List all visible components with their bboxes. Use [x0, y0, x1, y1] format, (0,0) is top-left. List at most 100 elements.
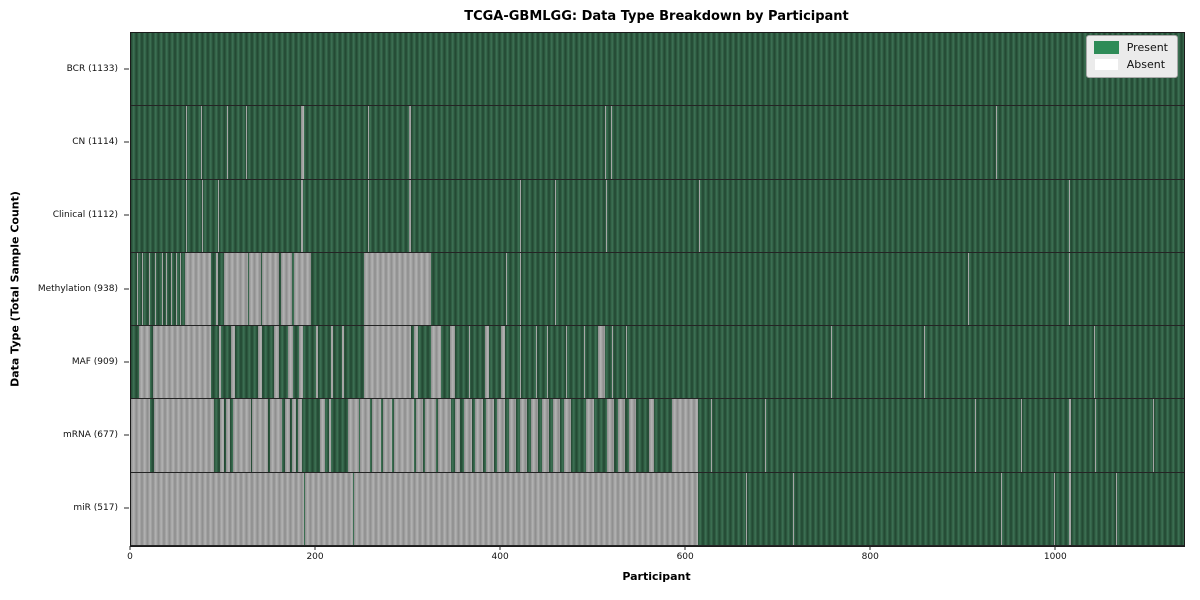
- absent-segment: [280, 252, 292, 326]
- absent-segment: [565, 326, 567, 399]
- legend-swatch-present: [1093, 41, 1119, 54]
- absent-segment: [230, 326, 235, 399]
- absent-segment: [606, 399, 614, 472]
- absent-segment: [301, 179, 304, 252]
- absent-segment: [245, 106, 247, 179]
- y-tick-label: Clinical (1112): [52, 210, 118, 221]
- absent-segment: [475, 399, 483, 472]
- legend-label: Present: [1126, 41, 1168, 54]
- x-tick-mark: [869, 546, 871, 550]
- x-tick-label: 600: [676, 552, 694, 562]
- legend-item-present: Present: [1093, 41, 1168, 54]
- x-tick-label: 400: [491, 552, 509, 562]
- absent-segment: [923, 326, 925, 399]
- absent-segment: [170, 252, 172, 326]
- absent-segment: [284, 399, 291, 472]
- absent-segment: [139, 326, 151, 399]
- absent-segment: [711, 399, 713, 472]
- absent-segment: [1069, 252, 1071, 326]
- absent-segment: [371, 399, 381, 472]
- absent-segment: [155, 252, 157, 326]
- y-tick-label: MAF (909): [71, 356, 118, 367]
- y-tick-label: miR (517): [73, 503, 118, 514]
- absent-segment: [360, 399, 370, 472]
- x-tick-mark: [684, 546, 686, 550]
- absent-segment: [584, 326, 586, 399]
- absent-segment: [611, 106, 613, 179]
- absent-segment: [649, 399, 654, 472]
- absent-segment: [699, 179, 701, 252]
- x-tick-label: 0: [127, 552, 133, 562]
- absent-segment: [316, 326, 318, 399]
- absent-segment: [486, 399, 494, 472]
- absent-segment: [364, 252, 431, 326]
- absent-segment: [301, 106, 305, 179]
- absent-segment: [341, 326, 344, 399]
- absent-segment: [1000, 472, 1002, 545]
- y-tick-mark: [124, 288, 129, 289]
- heatmap-row-methylation: [131, 252, 1184, 327]
- absent-segment: [598, 326, 605, 399]
- absent-segment: [764, 399, 766, 472]
- y-tick-mark: [124, 361, 129, 363]
- absent-segment: [154, 399, 215, 472]
- y-tick-label: mRNA (677): [63, 430, 118, 441]
- absent-segment: [541, 399, 550, 472]
- absent-segment: [792, 472, 794, 545]
- absent-segment: [252, 399, 268, 472]
- absent-segment: [1094, 326, 1096, 399]
- absent-segment: [519, 399, 528, 472]
- absent-segment: [968, 252, 970, 326]
- absent-segment: [1054, 472, 1056, 545]
- absent-segment: [519, 252, 521, 326]
- absent-segment: [1069, 472, 1072, 545]
- absent-segment: [508, 399, 516, 472]
- absent-segment: [547, 326, 549, 399]
- absent-segment: [586, 399, 594, 472]
- absent-segment: [176, 252, 178, 326]
- absent-segment: [519, 179, 521, 252]
- y-tick-mark: [124, 141, 129, 143]
- absent-segment: [414, 326, 418, 399]
- absent-segment: [438, 399, 452, 472]
- absent-segment: [628, 399, 637, 472]
- absent-segment: [329, 399, 331, 472]
- absent-segment: [319, 399, 326, 472]
- absent-segment: [348, 399, 359, 472]
- absent-segment: [226, 399, 230, 472]
- x-tick-label: 1000: [1043, 552, 1067, 562]
- absent-segment: [605, 179, 607, 252]
- absent-segment: [304, 472, 354, 545]
- x-axis-ticks: 0 200 400 600 800 1000: [127, 546, 1183, 566]
- y-tick-label: Methylation (938): [37, 283, 118, 294]
- absent-segment: [232, 399, 252, 472]
- absent-segment: [996, 106, 998, 179]
- absent-segment: [262, 252, 280, 326]
- absent-segment: [468, 326, 470, 399]
- x-tick-label: 200: [306, 552, 324, 562]
- absent-segment: [974, 399, 976, 472]
- absent-segment: [554, 179, 556, 252]
- absent-segment: [274, 326, 280, 399]
- absent-segment: [393, 399, 415, 472]
- absent-segment: [185, 106, 187, 179]
- absent-segment: [184, 252, 211, 326]
- y-axis-ticks: BCR (1133) CN (1114) Clinical (1112) Methyl…: [0, 32, 129, 545]
- plot-area: Present Absent: [130, 32, 1185, 547]
- heatmap-row-cn: [131, 106, 1184, 180]
- absent-segment: [330, 326, 333, 399]
- x-axis-label: Participant: [622, 570, 691, 583]
- absent-segment: [464, 399, 472, 472]
- absent-segment: [288, 326, 293, 399]
- absent-segment: [249, 252, 261, 326]
- absent-segment: [831, 326, 833, 399]
- absent-segment: [293, 252, 312, 326]
- absent-segment: [367, 179, 369, 252]
- absent-segment: [408, 179, 412, 252]
- legend: Present Absent: [1085, 35, 1178, 78]
- absent-segment: [519, 326, 521, 399]
- absent-segment: [224, 252, 248, 326]
- absent-segment: [227, 106, 229, 179]
- absent-segment: [216, 252, 218, 326]
